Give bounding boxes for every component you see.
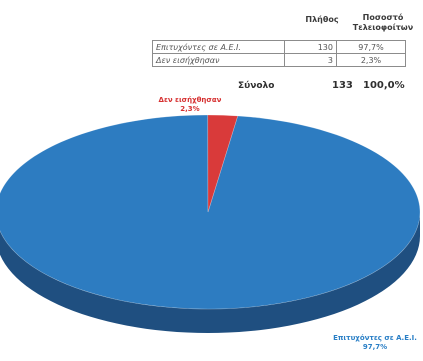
table-header-percent: Ποσοστό Τελειοφοίτων	[348, 13, 418, 33]
slice-label-name: Επιτυχόντες σε Α.Ε.Ι.	[333, 334, 417, 342]
table-header-count: Πλήθος	[305, 15, 339, 24]
slice-label-admitted: Επιτυχόντες σε Α.Ε.Ι. 97,7%	[325, 334, 423, 352]
slice-label-not-admitted: Δεν εισήχθησαν 2,3%	[135, 96, 245, 114]
total-label: Σύνολο	[238, 81, 275, 91]
row-percent: 2,3%	[336, 53, 406, 67]
total-percent: 100,0%	[363, 80, 405, 91]
stats-table: Επιτυχόντες σε Α.Ε.Ι. 130 97,7% Δεν εισή…	[152, 40, 406, 67]
pie-slice-1	[207, 114, 239, 213]
table-row: Δεν εισήχθησαν 3 2,3%	[152, 53, 406, 67]
total-count: 133	[332, 80, 353, 91]
slice-label-name: Δεν εισήχθησαν	[158, 96, 222, 104]
slice-label-value: 2,3%	[180, 105, 200, 113]
table-header-percent-line2: Τελειοφοίτων	[352, 23, 414, 32]
row-label: Δεν εισήχθησαν	[152, 53, 285, 67]
table-header-percent-line1: Ποσοστό	[362, 13, 404, 22]
pie-slice-0	[0, 114, 421, 310]
slice-label-value: 97,7%	[362, 343, 388, 351]
pie-side-0	[0, 212, 420, 333]
